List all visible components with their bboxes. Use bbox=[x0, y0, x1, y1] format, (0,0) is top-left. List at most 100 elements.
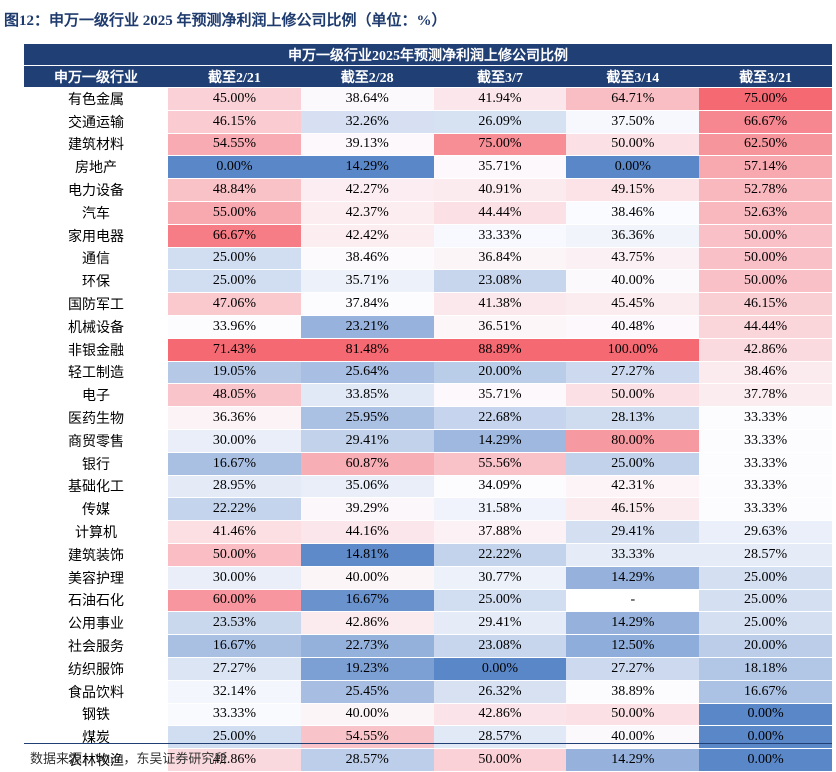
ratio-cell: 25.00% bbox=[566, 452, 700, 476]
ratio-cell: 31.58% bbox=[433, 497, 567, 522]
ratio-cell: 29.41% bbox=[433, 611, 567, 636]
ratio-cell: 20.00% bbox=[433, 361, 567, 385]
column-header: 截至3/14 bbox=[566, 65, 700, 88]
table-row: 国防军工 47.06% 37.84% 41.38% 45.45% 46.15% bbox=[24, 292, 832, 316]
ratio-cell: 50.00% bbox=[699, 269, 832, 294]
industry-name: 国防军工 bbox=[24, 292, 168, 316]
ratio-cell: 66.67% bbox=[699, 110, 832, 134]
ratio-cell: 66.67% bbox=[168, 224, 301, 248]
ratio-cell: 25.00% bbox=[699, 611, 832, 636]
table-row: 银行 16.67% 60.87% 55.56% 25.00% 33.33% bbox=[24, 452, 832, 476]
ratio-cell: 35.71% bbox=[300, 269, 434, 294]
ratio-cell: 40.00% bbox=[300, 566, 434, 590]
ratio-cell: 14.29% bbox=[566, 566, 700, 590]
ratio-cell: 14.29% bbox=[566, 748, 700, 772]
ratio-cell: 33.33% bbox=[699, 452, 832, 476]
ratio-cell: 41.94% bbox=[433, 87, 567, 111]
ratio-cell: 16.67% bbox=[168, 452, 301, 476]
table-caption: 申万一级行业2025年预测净利润上修公司比例 bbox=[24, 44, 832, 66]
ratio-cell: 25.45% bbox=[300, 680, 434, 704]
ratio-cell: 0.00% bbox=[699, 725, 832, 750]
table-row: 公用事业 23.53% 42.86% 29.41% 14.29% 25.00% bbox=[24, 611, 832, 636]
ratio-cell: 46.15% bbox=[699, 292, 832, 316]
ratio-cell: 44.44% bbox=[699, 315, 832, 339]
ratio-cell: 54.55% bbox=[168, 133, 301, 157]
column-header: 截至3/21 bbox=[699, 65, 832, 88]
ratio-cell: 44.16% bbox=[300, 520, 434, 544]
table-row: 商贸零售 30.00% 29.41% 14.29% 80.00% 33.33% bbox=[24, 429, 832, 453]
ratio-cell: 52.78% bbox=[699, 178, 832, 202]
ratio-cell: 30.00% bbox=[168, 429, 301, 453]
ratio-cell: 33.33% bbox=[699, 497, 832, 522]
table-head: 申万一级行业2025年预测净利润上修公司比例 申万一级行业 截至2/21 截至2/2… bbox=[24, 44, 832, 88]
ratio-cell: 23.21% bbox=[300, 315, 434, 339]
industry-name: 银行 bbox=[24, 452, 168, 476]
ratio-cell: 81.48% bbox=[300, 338, 434, 362]
table: 申万一级行业2025年预测净利润上修公司比例 申万一级行业 截至2/21 截至2/2… bbox=[24, 44, 832, 772]
table-row: 机械设备 33.96% 23.21% 36.51% 40.48% 44.44% bbox=[24, 315, 832, 339]
ratio-cell: 29.41% bbox=[566, 520, 700, 544]
industry-name: 环保 bbox=[24, 269, 168, 294]
table-row: 基础化工 28.95% 35.06% 34.09% 42.31% 33.33% bbox=[24, 475, 832, 499]
ratio-cell: 14.29% bbox=[433, 429, 567, 453]
ratio-cell: 18.18% bbox=[699, 657, 832, 681]
ratio-cell: 0.00% bbox=[699, 748, 832, 772]
ratio-cell: 22.22% bbox=[433, 543, 567, 567]
ratio-cell: 54.55% bbox=[300, 725, 434, 750]
ratio-cell: 50.00% bbox=[433, 748, 567, 772]
ratio-cell: 39.13% bbox=[300, 133, 434, 157]
ratio-cell: 38.46% bbox=[300, 247, 434, 271]
ratio-cell: 0.00% bbox=[168, 155, 301, 180]
table-row: 非银金融 71.43% 81.48% 88.89% 100.00% 42.86% bbox=[24, 338, 832, 362]
column-header: 截至2/21 bbox=[168, 65, 301, 88]
ratio-cell: 0.00% bbox=[433, 657, 567, 681]
table-row: 房地产 0.00% 14.29% 35.71% 0.00% 57.14% bbox=[24, 155, 832, 180]
ratio-cell: 100.00% bbox=[566, 338, 700, 362]
table-row: 石油石化 60.00% 16.67% 25.00% -25.00% bbox=[24, 589, 832, 613]
ratio-cell: 32.14% bbox=[168, 680, 301, 704]
ratio-cell: 27.27% bbox=[566, 361, 700, 385]
ratio-cell: 14.29% bbox=[566, 611, 700, 636]
table-row: 食品饮料 32.14% 25.45% 26.32% 38.89% 16.67% bbox=[24, 680, 832, 704]
industry-name: 传媒 bbox=[24, 497, 168, 522]
ratio-cell: 71.43% bbox=[168, 338, 301, 362]
ratio-cell: 45.45% bbox=[566, 292, 700, 316]
table-row: 环保 25.00% 35.71% 23.08% 40.00% 50.00% bbox=[24, 269, 832, 294]
table-row: 交通运输 46.15% 32.26% 26.09% 37.50% 66.67% bbox=[24, 110, 832, 134]
ratio-cell: 75.00% bbox=[699, 87, 832, 111]
ratio-cell: 49.15% bbox=[566, 178, 700, 202]
ratio-cell: 36.51% bbox=[433, 315, 567, 339]
ratio-cell: 37.84% bbox=[300, 292, 434, 316]
ratio-cell: 55.56% bbox=[433, 452, 567, 476]
ratio-cell: 16.67% bbox=[168, 634, 301, 658]
ratio-cell: 25.00% bbox=[168, 725, 301, 750]
ratio-cell: 75.00% bbox=[433, 133, 567, 157]
ratio-cell: 29.41% bbox=[300, 429, 434, 453]
ratio-cell: 35.71% bbox=[433, 155, 567, 180]
ratio-cell: 52.63% bbox=[699, 201, 832, 225]
ratio-cell: 35.06% bbox=[300, 475, 434, 499]
ratio-cell: 37.78% bbox=[699, 383, 832, 408]
ratio-cell: 25.64% bbox=[300, 361, 434, 385]
title: 图12：申万一级行业 2025 年预测净利润上修公司比例（单位：%） bbox=[4, 13, 447, 29]
ratio-cell: 40.00% bbox=[300, 703, 434, 727]
industry-name: 机械设备 bbox=[24, 315, 168, 339]
ratio-cell: 23.08% bbox=[433, 634, 567, 658]
table-row: 家用电器 66.67% 42.42% 33.33% 36.36% 50.00% bbox=[24, 224, 832, 248]
ratio-cell: 42.37% bbox=[300, 201, 434, 225]
ratio-cell: 32.26% bbox=[300, 110, 434, 134]
ratio-cell: 37.88% bbox=[433, 520, 567, 544]
industry-name: 社会服务 bbox=[24, 634, 168, 658]
ratio-cell: 38.89% bbox=[566, 680, 700, 704]
ratio-cell: 33.33% bbox=[699, 429, 832, 453]
industry-name: 汽车 bbox=[24, 201, 168, 225]
bottom-rule bbox=[24, 743, 832, 744]
ratio-cell: 22.73% bbox=[300, 634, 434, 658]
industry-name: 商贸零售 bbox=[24, 429, 168, 453]
ratio-cell: 36.84% bbox=[433, 247, 567, 271]
ratio-cell: 29.63% bbox=[699, 520, 832, 544]
ratio-cell: 30.00% bbox=[168, 566, 301, 590]
ratio-cell: 16.67% bbox=[699, 680, 832, 704]
ratio-cell: 57.14% bbox=[699, 155, 832, 180]
